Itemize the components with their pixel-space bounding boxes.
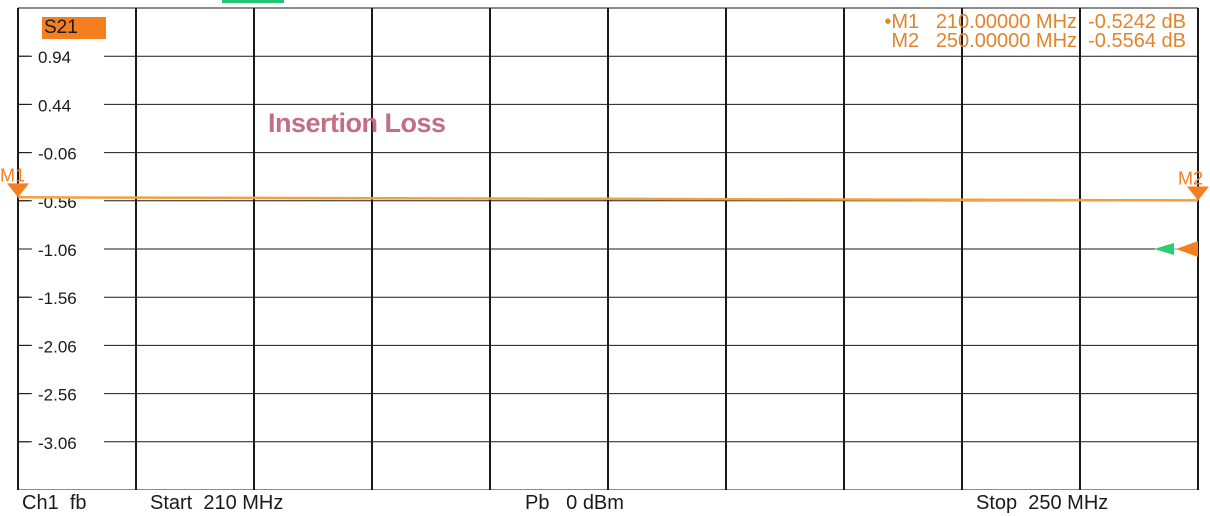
- marker-triangle-m2: [1187, 186, 1209, 201]
- marker-readout-frequency: 250.00000 MHz: [935, 30, 1078, 52]
- y-tick-label: 0.94: [38, 48, 71, 67]
- chart-annotation: Insertion Loss: [268, 108, 446, 138]
- marker-label-m2: M2: [1178, 168, 1203, 188]
- marker-readout-m2: M2 250.00000 MHz -0.5564 dB: [891, 31, 1186, 51]
- reference-arrow-orange: [1176, 241, 1198, 257]
- sweep-type-label: fb: [69, 492, 87, 514]
- marker-active-dot: •: [884, 11, 892, 33]
- y-tick-label-bg: [32, 432, 104, 451]
- footer-power: Pb 0 dBm: [525, 492, 624, 514]
- y-tick-label: -1.56: [38, 289, 77, 308]
- marker-readout-label: M2: [891, 30, 920, 52]
- y-tick-label-bg: [32, 288, 104, 307]
- y-tick-label: -2.56: [38, 386, 77, 405]
- y-tick-label: -1.06: [38, 241, 77, 260]
- footer-channel: Ch1 fb: [22, 490, 87, 516]
- trace-line: [17, 196, 1199, 202]
- y-tick-label: -0.06: [38, 145, 77, 164]
- marker-readout-value: -0.5564 dB: [1088, 30, 1186, 52]
- active-tab-indicator: [222, 0, 284, 3]
- y-tick-label: -0.56: [38, 193, 77, 212]
- marker-label-m1: M1: [0, 165, 25, 185]
- marker-readout-m1: •M1 210.00000 MHz -0.5242 dB: [884, 12, 1186, 32]
- marker-readout-label: M1: [891, 11, 920, 33]
- marker-symbols: M1 M2: [0, 165, 1209, 201]
- y-tick-label-bg: [32, 95, 104, 114]
- marker-triangle-m1: [7, 183, 29, 198]
- reference-level-arrows: [1154, 241, 1198, 257]
- y-tick-label-bg: [32, 336, 104, 355]
- trace-badge-s21[interactable]: S21: [42, 17, 106, 39]
- grid-lines: [17, 7, 1199, 490]
- y-tick-label-bg: [32, 384, 104, 403]
- y-tick-label: -3.06: [38, 434, 77, 453]
- y-axis-ticks: 0.94 0.44 -0.06 -0.56 -1.06 -1.56 -2.06 -2.56 -3…: [18, 47, 104, 453]
- y-tick-label-bg: [32, 240, 104, 258]
- y-tick-label-bg: [32, 143, 104, 162]
- marker-readout-frequency: 210.00000 MHz: [935, 11, 1078, 33]
- plot-area[interactable]: 0.94 0.44 -0.06 -0.56 -1.06 -1.56 -2.06 -2.56 -3…: [0, 0, 1210, 490]
- footer-stop: Stop 250 MHz: [976, 492, 1109, 514]
- channel-label: Ch1: [22, 492, 59, 514]
- y-tick-label: 0.44: [38, 96, 71, 115]
- marker-readout-value: -0.5242 dB: [1088, 11, 1186, 33]
- y-tick-label-bg: [32, 47, 104, 66]
- trace-s21: [17, 196, 1199, 202]
- footer-start: Start 210 MHz: [150, 492, 284, 514]
- y-tick-label: -2.06: [38, 337, 77, 356]
